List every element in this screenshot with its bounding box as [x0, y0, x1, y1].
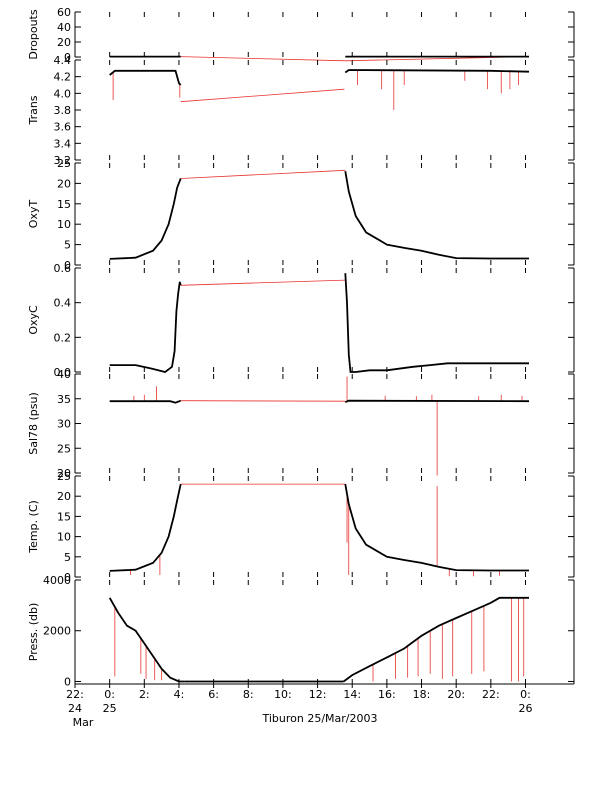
panel-trans: 3.2 3.4 3.6 3.8 4.0 4.2 4.4 Trans [27, 54, 575, 167]
y-tick-label: 0.0 [54, 366, 72, 379]
y-axis-label: Sal78 (psu) [27, 392, 40, 455]
x-tick-label: 14: [343, 688, 361, 701]
y-tick-label: 0 [64, 259, 71, 272]
data-series-segment [344, 171, 529, 260]
data-series-segment [109, 69, 182, 86]
y-tick-label: 3.8 [54, 104, 72, 117]
y-tick-label: 4000 [43, 574, 71, 587]
y-tick-label: 15 [57, 510, 71, 523]
x-tick-label: 22: [66, 688, 84, 701]
y-tick-label: 30 [57, 418, 71, 431]
data-series-segment [344, 273, 529, 373]
x-tick-sublabel2: Mar [73, 716, 94, 729]
x-tick-label: 16: [378, 688, 396, 701]
x-tick-label: 10: [274, 688, 292, 701]
y-tick-label: 0.6 [54, 262, 72, 275]
data-series-segment [109, 178, 182, 260]
panel-press-db-: 0 2000 4000 Press. (db) [27, 574, 575, 688]
y-tick-label: 15 [57, 198, 71, 211]
x-tick-label: 8: [243, 688, 254, 701]
y-tick-label: 25 [57, 442, 71, 455]
y-axis-label: Trans [27, 95, 40, 125]
y-tick-label: 10 [57, 218, 71, 231]
y-tick-label: 5 [64, 551, 71, 564]
chart-title: Tiburon 25/Mar/2003 [261, 712, 377, 725]
y-axis-label: Temp. (C) [27, 500, 40, 554]
x-tick-label: 20: [447, 688, 465, 701]
y-tick-label: 25 [57, 470, 71, 483]
y-tick-label: 4.0 [54, 87, 72, 100]
qc-gap-line [180, 400, 346, 402]
y-tick-label: 20 [57, 36, 71, 49]
y-tick-label: 4.4 [54, 54, 72, 67]
y-tick-label: 20 [57, 467, 71, 480]
y-axis-label: Press. (db) [27, 603, 40, 662]
x-tick-label: 0: [104, 688, 115, 701]
y-tick-label: 0.2 [54, 331, 72, 344]
x-tick-sublabel: 26 [518, 702, 532, 715]
y-tick-label: 0.4 [54, 297, 72, 310]
data-series-segment [343, 596, 529, 683]
data-series-segment [344, 69, 530, 74]
y-tick-label: 10 [57, 531, 71, 544]
data-series-segment [109, 399, 182, 404]
x-tick-label: 12: [309, 688, 327, 701]
y-tick-label: 3.6 [54, 121, 72, 134]
y-tick-label: 25 [57, 157, 71, 170]
panel-oxyc: 0.0 0.2 0.4 0.6 OxyC [27, 262, 575, 379]
panels: 0 20 40 60 Dropouts 3.2 3.4 3.6 3.8 4.0 4.2 4.4 Tran… [27, 6, 575, 688]
qc-gap-line [180, 169, 346, 179]
x-tick-label: 4: [174, 688, 185, 701]
y-tick-label: 20 [57, 490, 71, 503]
panel-dropouts: 0 20 40 60 Dropouts [27, 6, 575, 64]
y-tick-label: 2000 [43, 625, 71, 638]
y-tick-label: 3.2 [54, 154, 72, 167]
data-series-segment [109, 483, 182, 572]
y-axis-label: OxyT [27, 200, 40, 229]
y-axis-label: OxyC [27, 305, 40, 335]
y-tick-label: 4.2 [54, 71, 72, 84]
y-tick-label: 40 [57, 21, 71, 34]
data-series-segment [344, 399, 530, 404]
data-series-segment [109, 281, 182, 373]
y-axis-label: Dropouts [27, 9, 40, 59]
y-tick-label: 3.4 [54, 137, 72, 150]
x-tick-label: 22: [482, 688, 500, 701]
x-tick-sublabel: 25 [103, 702, 117, 715]
y-tick-label: 0 [64, 51, 71, 64]
data-series-segment [344, 483, 529, 572]
x-tick-label: 6: [208, 688, 219, 701]
qc-gap-line [180, 88, 345, 103]
x-tick-label: 0: [520, 688, 531, 701]
x-tick-label: 2: [139, 688, 150, 701]
data-series-segment [108, 597, 185, 683]
x-tick-label: 18: [413, 688, 431, 701]
y-tick-label: 0 [64, 571, 71, 584]
panel-oxyt: 0 5 10 15 20 25 OxyT [27, 157, 575, 272]
y-tick-label: 5 [64, 239, 71, 252]
y-tick-label: 35 [57, 393, 71, 406]
x-tick-sublabel: 24 [68, 702, 82, 715]
y-tick-label: 40 [57, 368, 71, 381]
y-tick-label: 0 [64, 675, 71, 688]
y-tick-label: 20 [57, 177, 71, 190]
qc-gap-line [180, 279, 346, 286]
y-tick-label: 60 [57, 6, 71, 19]
